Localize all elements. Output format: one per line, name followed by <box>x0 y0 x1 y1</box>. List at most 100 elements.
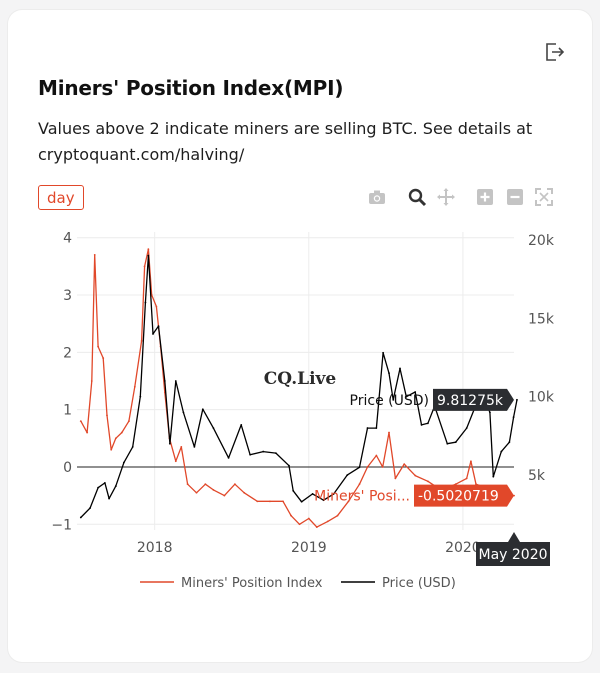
data-point <box>212 488 215 491</box>
data-point <box>97 486 100 489</box>
y-left-tick-label: 0 <box>63 460 72 476</box>
y-left-tick-label: 1 <box>63 403 72 419</box>
data-point <box>414 391 417 393</box>
data-point <box>227 456 230 459</box>
data-point <box>195 491 198 494</box>
data-point <box>122 461 125 464</box>
data-point <box>103 482 106 484</box>
x-tick-label: 2020 <box>445 540 481 556</box>
data-point <box>155 305 158 308</box>
hover-x-box <box>476 532 550 566</box>
hover-x-label: May 2020 <box>478 547 547 563</box>
data-point <box>89 507 91 509</box>
data-point <box>298 523 301 526</box>
data-point <box>381 466 384 468</box>
data-point <box>311 493 314 495</box>
data-point <box>243 491 246 494</box>
data-point <box>454 441 457 444</box>
hover-price-value: 9.81275k <box>437 393 504 409</box>
data-point <box>446 442 449 445</box>
zoom-out-icon[interactable] <box>504 186 526 208</box>
data-point <box>470 460 472 463</box>
data-point <box>147 248 150 251</box>
export-icon[interactable] <box>543 40 567 64</box>
y-left-tick-label: 2 <box>63 345 72 361</box>
hover-mpi-series-label: Miners' Posi... <box>314 489 410 505</box>
y-left-tick-label: 4 <box>63 231 72 247</box>
data-point <box>426 422 429 425</box>
data-point <box>500 450 503 453</box>
camera-icon[interactable] <box>366 186 388 208</box>
y-right-tick-label: 20k <box>528 233 555 249</box>
data-point <box>143 265 146 268</box>
zoom-in-icon[interactable] <box>474 186 496 208</box>
data-point <box>489 411 491 414</box>
data-point <box>79 420 82 423</box>
data-point <box>201 408 204 411</box>
data-point <box>426 480 429 483</box>
data-point <box>465 427 468 429</box>
zoom-icon[interactable] <box>406 186 428 208</box>
data-point <box>234 483 236 486</box>
interval-day-button[interactable]: day <box>38 185 84 210</box>
data-point <box>97 345 100 348</box>
data-point <box>375 427 378 429</box>
data-point <box>366 466 369 468</box>
data-point <box>93 254 96 256</box>
legend-label-mpi: Miners' Position Index <box>181 576 323 591</box>
data-point <box>86 431 89 434</box>
data-point <box>394 477 397 480</box>
legend[interactable]: Miners' Position Index Price (USD) <box>140 576 456 591</box>
x-tick-label: 2018 <box>137 540 173 556</box>
data-point <box>405 395 408 398</box>
data-point <box>358 483 361 486</box>
data-point <box>274 452 277 455</box>
data-point <box>240 424 243 426</box>
hover-price-series-label: Price (USD) <box>350 393 429 409</box>
data-point <box>249 453 252 456</box>
data-point <box>399 367 401 370</box>
y-right-tick-label: 5k <box>528 468 546 484</box>
y-left-tick-label: −1 <box>51 517 72 533</box>
data-point <box>315 526 318 529</box>
legend-label-price: Price (USD) <box>382 576 456 591</box>
data-point <box>152 333 154 335</box>
data-point <box>307 517 310 520</box>
data-point <box>163 380 166 382</box>
data-point <box>110 448 113 451</box>
y-right-tick-label: 10k <box>528 390 555 406</box>
data-point <box>475 483 477 486</box>
data-point <box>90 380 93 382</box>
data-point <box>133 385 136 388</box>
data-point <box>288 464 290 467</box>
data-point <box>193 445 196 448</box>
data-point <box>454 483 457 486</box>
data-point <box>508 441 511 444</box>
data-point <box>392 398 395 401</box>
data-point <box>79 516 82 519</box>
pan-icon[interactable] <box>435 186 457 208</box>
chart-subtitle: Values above 2 indicate miners are selli… <box>38 119 533 164</box>
chart-card: Miners' Position Index(MPI) Values above… <box>8 10 592 662</box>
data-point <box>108 497 110 500</box>
data-point <box>212 427 215 429</box>
y-left-tick-label: 3 <box>63 288 72 304</box>
data-point <box>512 416 515 418</box>
data-point <box>382 351 385 354</box>
data-point <box>204 483 207 486</box>
x-tick-label: 2019 <box>291 540 327 556</box>
y-right-tick-label: 15k <box>528 311 555 327</box>
data-point <box>292 489 295 492</box>
autoscale-icon[interactable] <box>533 186 555 208</box>
data-point <box>120 431 123 434</box>
data-point <box>465 477 468 480</box>
data-point <box>492 475 495 478</box>
data-point <box>131 445 134 448</box>
data-point <box>414 474 417 477</box>
data-point <box>106 414 108 417</box>
hover-price-box <box>433 388 514 411</box>
data-point <box>420 424 423 426</box>
data-point <box>186 483 189 486</box>
data-point <box>114 437 117 440</box>
